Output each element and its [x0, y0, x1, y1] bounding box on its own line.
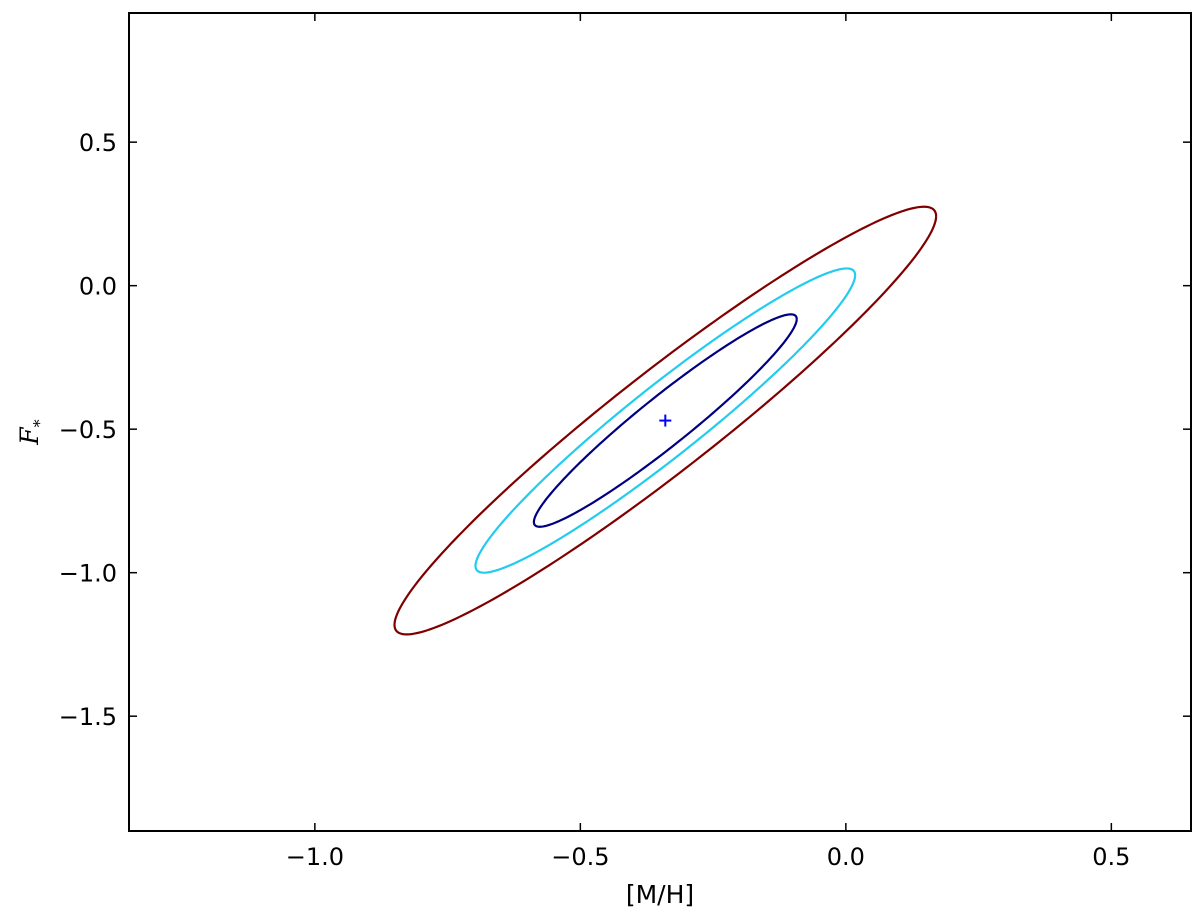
- contour-group: [393, 205, 938, 636]
- y-tick-label: −1.0: [59, 560, 117, 588]
- contour-line-3: [393, 205, 938, 636]
- y-tick-label: 0.5: [79, 129, 117, 157]
- y-tick-label: −1.5: [59, 703, 117, 731]
- plot-frame: [128, 12, 1192, 832]
- y-tick-label: −0.5: [59, 416, 117, 444]
- plot-background: [129, 13, 1191, 831]
- x-tick-label: 0.0: [827, 843, 865, 871]
- x-tick-label: 0.5: [1092, 843, 1130, 871]
- y-axis: 0.5 0.0 −0.5 −1.0 −1.5: [59, 129, 1191, 731]
- x-axis: −1.0 −0.5 0.0 0.5: [286, 13, 1130, 871]
- x-tick-label: −1.0: [286, 843, 344, 871]
- x-tick-label: −0.5: [551, 843, 609, 871]
- contour-line-2: [474, 267, 857, 574]
- contour-line-1: [532, 313, 798, 528]
- y-axis-label: F*: [15, 419, 49, 445]
- y-axis-label-subscript: *: [30, 419, 49, 427]
- y-tick-label: 0.0: [79, 273, 117, 301]
- best-fit-marker: [659, 414, 672, 427]
- x-axis-label: [M/H]: [626, 880, 694, 909]
